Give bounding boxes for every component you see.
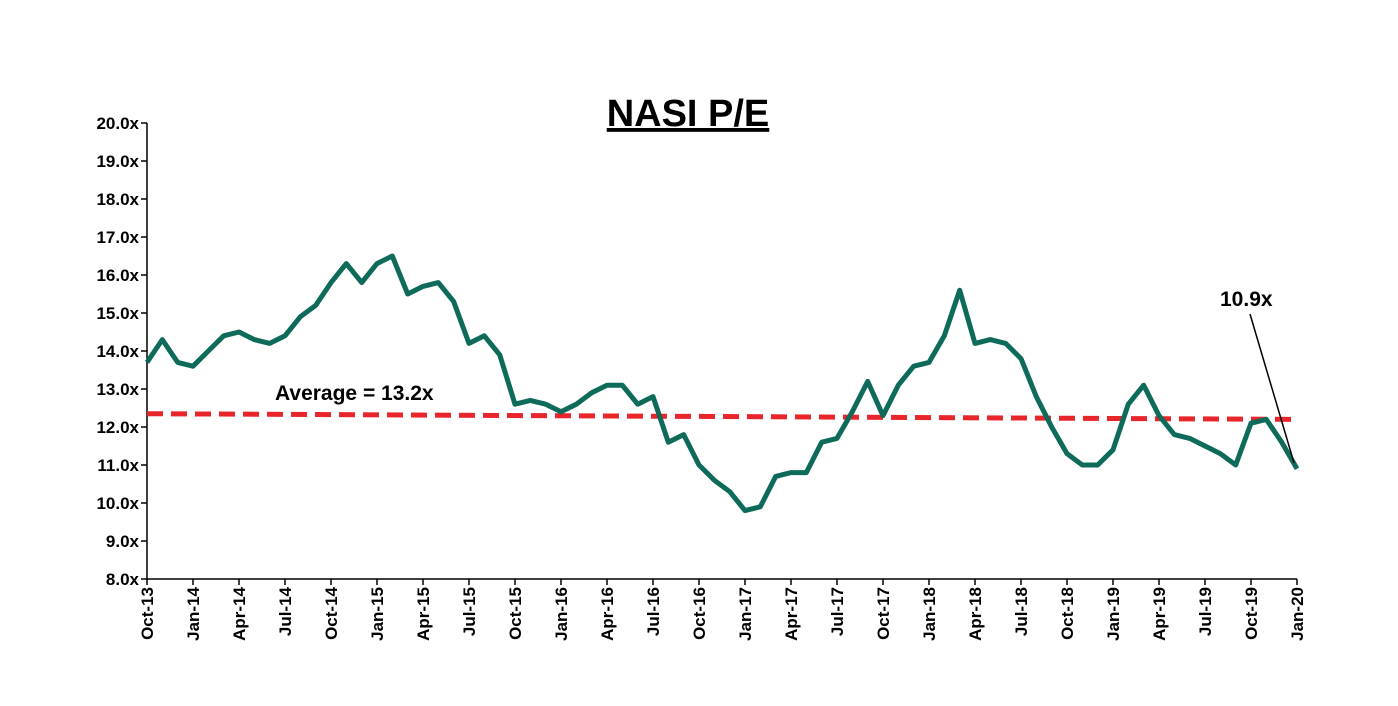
x-tick-label: Jan-14 (184, 586, 203, 640)
x-tick-label: Jul-16 (644, 587, 663, 636)
y-tick-label: 20.0x (96, 114, 139, 133)
x-tick-label: Apr-17 (782, 587, 801, 641)
y-tick-label: 12.0x (96, 418, 139, 437)
x-tick-label: Oct-18 (1058, 587, 1077, 640)
average-label: Average = 13.2x (275, 382, 434, 405)
x-tick-label: Apr-19 (1150, 587, 1169, 641)
y-tick-label: 18.0x (96, 190, 139, 209)
x-tick-label: Oct-17 (874, 587, 893, 640)
x-tick-label: Jan-16 (552, 587, 571, 641)
x-tick-label: Oct-14 (322, 586, 341, 639)
x-tick-label: Jan-17 (736, 587, 755, 641)
y-tick-label: 8.0x (106, 570, 140, 589)
x-tick-label: Apr-15 (414, 587, 433, 641)
x-tick-label: Oct-13 (138, 587, 157, 640)
x-tick-label: Jan-20 (1288, 587, 1307, 641)
y-tick-label: 11.0x (97, 456, 139, 475)
x-tick-label: Oct-19 (1242, 587, 1261, 640)
x-tick-label: Jan-19 (1104, 587, 1123, 641)
y-tick-label: 15.0x (96, 304, 139, 323)
y-tick-label: 19.0x (96, 152, 139, 171)
x-tick-label: Jul-15 (460, 587, 479, 636)
x-tick-label: Apr-18 (966, 587, 985, 641)
x-tick-label: Jan-18 (920, 587, 939, 641)
y-tick-label: 14.0x (96, 342, 139, 361)
y-tick-label: 10.0x (96, 494, 139, 513)
chart-title: NASI P/E (607, 93, 770, 135)
x-tick-label: Apr-16 (598, 587, 617, 641)
y-tick-label: 17.0x (96, 228, 139, 247)
x-tick-label: Oct-15 (506, 587, 525, 640)
x-tick-label: Jul-14 (276, 586, 295, 636)
x-tick-label: Oct-16 (690, 587, 709, 640)
y-tick-label: 9.0x (106, 532, 140, 551)
x-tick-label: Jul-18 (1012, 587, 1031, 636)
annotation: 10.9x (1220, 288, 1273, 311)
y-tick-label: 16.0x (96, 266, 139, 285)
x-tick-label: Jan-15 (368, 587, 387, 641)
data-line (144, 253, 1300, 514)
annotation-arrow (1249, 313, 1295, 464)
x-tick-label: Apr-14 (230, 586, 249, 640)
x-tick-label: Jul-19 (1196, 587, 1215, 636)
y-tick-label: 13.0x (96, 380, 139, 399)
x-tick-label: Jul-17 (828, 587, 847, 636)
